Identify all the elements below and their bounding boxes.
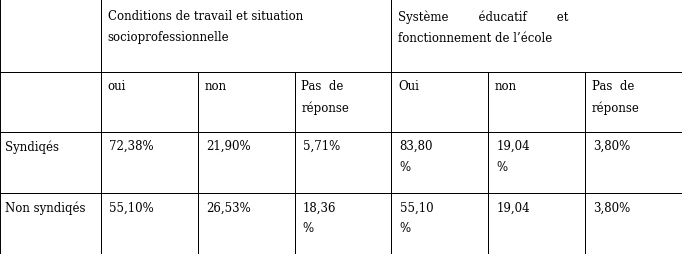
Text: Oui: Oui (398, 80, 419, 93)
Text: Système        éducatif        et
fonctionnement de l’école: Système éducatif et fonctionnement de l’… (398, 10, 569, 44)
Text: 55,10%: 55,10% (109, 201, 154, 214)
Bar (295, 132, 391, 193)
Text: 26,53%: 26,53% (206, 201, 251, 214)
Text: 83,80
%: 83,80 % (400, 140, 433, 173)
Text: non: non (205, 80, 226, 93)
Text: 19,04: 19,04 (496, 201, 530, 214)
Bar (488, 193, 585, 254)
Text: 5,71%: 5,71% (303, 140, 340, 153)
Text: Pas  de
réponse: Pas de réponse (301, 80, 349, 115)
Text: 3,80%: 3,80% (593, 140, 631, 153)
Bar (0, 0, 101, 72)
Text: 3,80%: 3,80% (593, 201, 631, 214)
Bar (101, 132, 198, 193)
Text: Syndiqés: Syndiqés (5, 140, 59, 153)
Bar (101, 193, 198, 254)
Bar (101, 72, 198, 132)
Bar (198, 72, 295, 132)
Text: Conditions de travail et situation
socioprofessionnelle: Conditions de travail et situation socio… (108, 10, 303, 44)
Bar (101, 0, 391, 72)
Bar (0, 72, 101, 132)
Text: 21,90%: 21,90% (206, 140, 250, 153)
Text: 19,04
%: 19,04 % (496, 140, 530, 173)
Text: 72,38%: 72,38% (109, 140, 153, 153)
Text: 18,36
%: 18,36 % (303, 201, 336, 234)
Bar (488, 72, 585, 132)
Text: non: non (495, 80, 517, 93)
Text: Non syndiqés: Non syndiqés (5, 201, 86, 214)
Bar (0, 193, 101, 254)
Text: oui: oui (108, 80, 126, 93)
Bar (295, 193, 391, 254)
Text: Pas  de
réponse: Pas de réponse (592, 80, 640, 115)
Bar (585, 132, 682, 193)
Bar (391, 0, 682, 72)
Bar (198, 132, 295, 193)
Bar (585, 72, 682, 132)
Bar (488, 132, 585, 193)
Bar (391, 72, 488, 132)
Bar (391, 132, 488, 193)
Bar (585, 193, 682, 254)
Bar (0, 132, 101, 193)
Bar (198, 193, 295, 254)
Text: 55,10
%: 55,10 % (400, 201, 433, 234)
Bar (295, 72, 391, 132)
Bar (391, 193, 488, 254)
